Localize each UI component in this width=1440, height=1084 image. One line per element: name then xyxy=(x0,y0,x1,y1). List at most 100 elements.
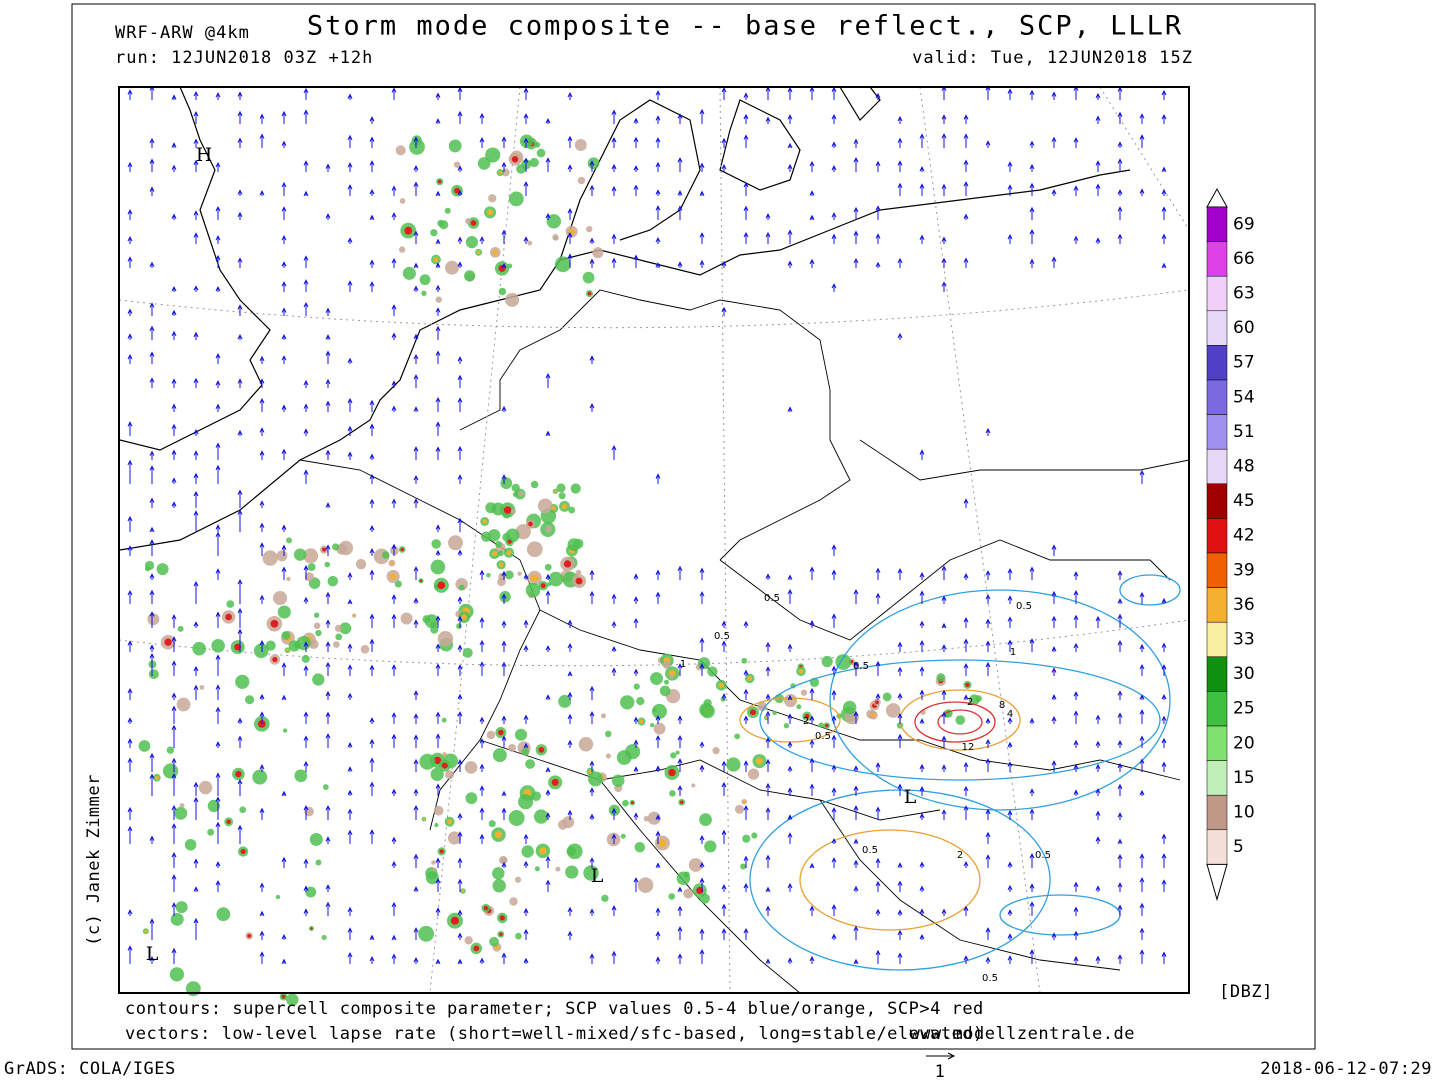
echo xyxy=(783,693,798,708)
vector xyxy=(655,189,661,196)
vector xyxy=(523,714,529,724)
vector xyxy=(611,593,617,604)
vector xyxy=(479,957,485,964)
echo xyxy=(281,631,291,640)
vector xyxy=(215,821,221,844)
pressure-label: L xyxy=(591,865,604,887)
echo xyxy=(519,134,534,148)
echo-core xyxy=(437,179,442,184)
vector xyxy=(281,662,287,676)
vector xyxy=(523,573,529,580)
vector xyxy=(941,183,947,196)
echo xyxy=(574,139,587,152)
pressure-label: L xyxy=(146,943,159,965)
vector xyxy=(171,142,177,148)
echo-core xyxy=(483,905,488,911)
colorbar-box xyxy=(1206,414,1228,450)
vector xyxy=(1051,694,1057,700)
vector xyxy=(303,804,309,820)
echo xyxy=(492,879,506,893)
colorbar-label: 25 xyxy=(1233,699,1255,719)
vector xyxy=(149,526,155,533)
vector xyxy=(1029,228,1035,244)
vector xyxy=(215,611,221,628)
vector xyxy=(523,860,529,868)
colorbar-top xyxy=(1206,187,1228,208)
echo xyxy=(355,558,367,570)
vector xyxy=(501,790,507,797)
vector xyxy=(1029,258,1035,268)
vector xyxy=(413,619,419,628)
vector xyxy=(369,160,375,172)
echo xyxy=(634,841,646,853)
vector xyxy=(743,927,749,940)
vector xyxy=(1117,712,1123,724)
vector xyxy=(435,238,441,245)
echo-core xyxy=(798,668,804,674)
vector xyxy=(149,573,155,580)
vector xyxy=(435,733,441,748)
vector xyxy=(193,377,199,388)
vector xyxy=(985,927,991,940)
vector xyxy=(699,949,705,964)
vector xyxy=(391,733,397,748)
vector xyxy=(523,619,529,628)
vector xyxy=(853,838,859,844)
vector xyxy=(787,114,793,124)
vector xyxy=(215,524,221,532)
vector xyxy=(567,906,573,916)
vector xyxy=(985,808,991,820)
echo xyxy=(659,685,671,697)
vector xyxy=(149,497,155,508)
vector xyxy=(413,406,419,412)
echo xyxy=(286,537,292,544)
vector xyxy=(215,879,221,892)
vector xyxy=(875,806,881,820)
vector xyxy=(963,805,969,820)
echo-core xyxy=(749,709,756,716)
vector xyxy=(721,163,727,172)
vector xyxy=(303,665,309,676)
contour-label: 0.5 xyxy=(982,973,998,984)
vector xyxy=(611,950,617,964)
vector xyxy=(1117,598,1123,604)
vector xyxy=(501,861,507,868)
vector xyxy=(897,257,903,268)
vector xyxy=(127,909,133,916)
vector xyxy=(413,853,419,868)
echo xyxy=(650,672,663,686)
echo-core xyxy=(461,614,468,621)
vector xyxy=(1095,160,1101,172)
vector xyxy=(809,214,815,221)
vector xyxy=(1073,710,1079,724)
echo-core xyxy=(422,817,426,821)
vector xyxy=(633,766,639,772)
vector xyxy=(1117,640,1123,652)
vector xyxy=(1007,233,1013,244)
colorbar-unit: [DBZ] xyxy=(1219,982,1273,1002)
vector xyxy=(1117,740,1123,748)
author-credit: (c) Janek Zimmer xyxy=(84,774,104,946)
vector xyxy=(259,594,265,604)
vector xyxy=(435,190,441,197)
vector xyxy=(589,237,595,244)
vector xyxy=(193,781,199,796)
echo-core xyxy=(235,770,242,778)
echo xyxy=(327,575,339,587)
coastlines xyxy=(119,86,1131,551)
vector xyxy=(1029,901,1035,916)
vector xyxy=(699,928,705,940)
echo xyxy=(411,135,422,146)
vector xyxy=(237,778,243,796)
vector xyxy=(479,639,485,652)
vector xyxy=(853,257,859,268)
echo-core xyxy=(639,719,644,724)
echo xyxy=(216,907,231,922)
echo xyxy=(497,577,506,587)
vector xyxy=(259,882,265,892)
vector xyxy=(611,645,617,652)
echo xyxy=(578,736,594,752)
vector xyxy=(721,87,727,100)
echo xyxy=(772,710,777,716)
vector xyxy=(545,213,551,220)
